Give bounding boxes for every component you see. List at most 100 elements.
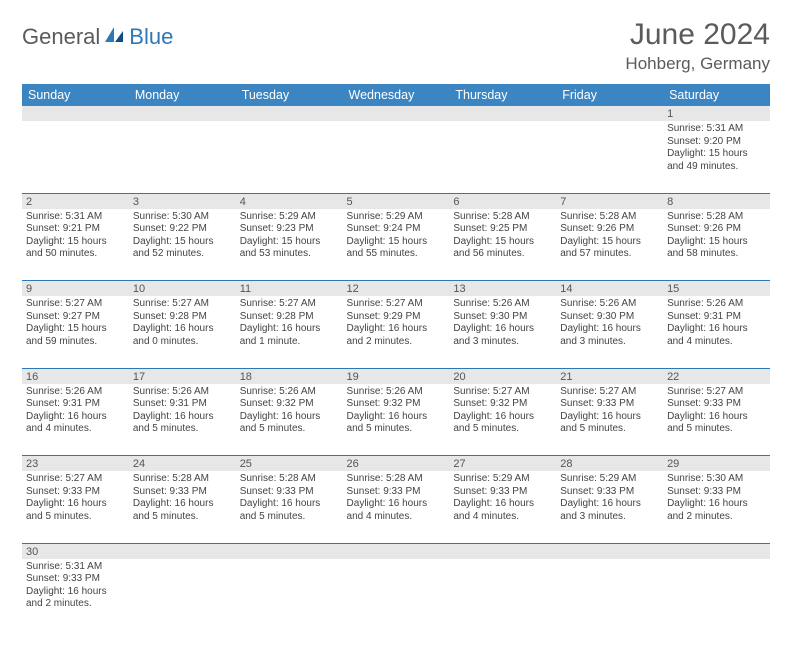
day-cell: Sunrise: 5:27 AMSunset: 9:32 PMDaylight:… — [449, 384, 556, 456]
day-cell: Sunrise: 5:27 AMSunset: 9:33 PMDaylight:… — [663, 384, 770, 456]
sunrise-text: Sunrise: 5:27 AM — [667, 386, 766, 399]
sunset-text: Sunset: 9:33 PM — [560, 398, 659, 411]
day-content: Sunrise: 5:27 AMSunset: 9:33 PMDaylight:… — [560, 386, 659, 436]
daylight-text: Daylight: 16 hours and 4 minutes. — [26, 411, 125, 436]
day-content: Sunrise: 5:28 AMSunset: 9:26 PMDaylight:… — [560, 211, 659, 261]
sunset-text: Sunset: 9:33 PM — [240, 486, 339, 499]
day-cell: Sunrise: 5:26 AMSunset: 9:30 PMDaylight:… — [449, 296, 556, 368]
day-cell — [129, 121, 236, 193]
day-number: 17 — [129, 368, 236, 384]
day-cell — [556, 559, 663, 631]
day-content: Sunrise: 5:26 AMSunset: 9:31 PMDaylight:… — [133, 386, 232, 436]
day-number: 9 — [22, 281, 129, 297]
daylight-text: Daylight: 16 hours and 1 minute. — [240, 323, 339, 348]
daylight-text: Daylight: 16 hours and 2 minutes. — [347, 323, 446, 348]
sunset-text: Sunset: 9:26 PM — [560, 223, 659, 236]
calendar-table: Sunday Monday Tuesday Wednesday Thursday… — [22, 84, 770, 631]
day-content: Sunrise: 5:27 AMSunset: 9:28 PMDaylight:… — [133, 298, 232, 348]
sunset-text: Sunset: 9:31 PM — [667, 311, 766, 324]
day-content-row: Sunrise: 5:27 AMSunset: 9:33 PMDaylight:… — [22, 471, 770, 543]
day-number — [129, 106, 236, 121]
daylight-text: Daylight: 16 hours and 5 minutes. — [347, 411, 446, 436]
sunset-text: Sunset: 9:32 PM — [240, 398, 339, 411]
sunrise-text: Sunrise: 5:26 AM — [347, 386, 446, 399]
day-number: 23 — [22, 456, 129, 472]
sunset-text: Sunset: 9:29 PM — [347, 311, 446, 324]
sunset-text: Sunset: 9:31 PM — [26, 398, 125, 411]
day-content-row: Sunrise: 5:31 AMSunset: 9:21 PMDaylight:… — [22, 209, 770, 281]
day-cell: Sunrise: 5:27 AMSunset: 9:28 PMDaylight:… — [236, 296, 343, 368]
day-content: Sunrise: 5:27 AMSunset: 9:27 PMDaylight:… — [26, 298, 125, 348]
daylight-text: Daylight: 16 hours and 5 minutes. — [240, 498, 339, 523]
sunset-text: Sunset: 9:33 PM — [26, 573, 125, 586]
daylight-text: Daylight: 16 hours and 4 minutes. — [453, 498, 552, 523]
daylight-text: Daylight: 16 hours and 5 minutes. — [133, 411, 232, 436]
day-number: 14 — [556, 281, 663, 297]
day-cell: Sunrise: 5:30 AMSunset: 9:22 PMDaylight:… — [129, 209, 236, 281]
day-cell: Sunrise: 5:27 AMSunset: 9:27 PMDaylight:… — [22, 296, 129, 368]
day-cell: Sunrise: 5:26 AMSunset: 9:31 PMDaylight:… — [129, 384, 236, 456]
day-cell — [556, 121, 663, 193]
sunset-text: Sunset: 9:26 PM — [667, 223, 766, 236]
day-number: 18 — [236, 368, 343, 384]
sunrise-text: Sunrise: 5:26 AM — [560, 298, 659, 311]
day-number: 11 — [236, 281, 343, 297]
daylight-text: Daylight: 15 hours and 50 minutes. — [26, 236, 125, 261]
sunrise-text: Sunrise: 5:28 AM — [347, 473, 446, 486]
sunrise-text: Sunrise: 5:31 AM — [667, 123, 766, 136]
sunrise-text: Sunrise: 5:26 AM — [133, 386, 232, 399]
day-number — [343, 543, 450, 559]
day-cell: Sunrise: 5:29 AMSunset: 9:33 PMDaylight:… — [556, 471, 663, 543]
day-header: Saturday — [663, 84, 770, 106]
month-title: June 2024 — [625, 18, 770, 52]
day-content: Sunrise: 5:30 AMSunset: 9:33 PMDaylight:… — [667, 473, 766, 523]
day-cell: Sunrise: 5:28 AMSunset: 9:33 PMDaylight:… — [129, 471, 236, 543]
daylight-text: Daylight: 15 hours and 55 minutes. — [347, 236, 446, 261]
day-content: Sunrise: 5:28 AMSunset: 9:25 PMDaylight:… — [453, 211, 552, 261]
day-content: Sunrise: 5:31 AMSunset: 9:33 PMDaylight:… — [26, 561, 125, 611]
day-cell: Sunrise: 5:27 AMSunset: 9:28 PMDaylight:… — [129, 296, 236, 368]
logo-sail-icon — [103, 25, 125, 50]
sunset-text: Sunset: 9:32 PM — [347, 398, 446, 411]
day-cell — [449, 121, 556, 193]
day-header-row: Sunday Monday Tuesday Wednesday Thursday… — [22, 84, 770, 106]
day-number: 12 — [343, 281, 450, 297]
day-cell: Sunrise: 5:27 AMSunset: 9:29 PMDaylight:… — [343, 296, 450, 368]
logo-text-general: General — [22, 24, 100, 50]
sunrise-text: Sunrise: 5:29 AM — [560, 473, 659, 486]
daylight-text: Daylight: 16 hours and 5 minutes. — [453, 411, 552, 436]
day-number: 27 — [449, 456, 556, 472]
sunset-text: Sunset: 9:33 PM — [560, 486, 659, 499]
daylight-text: Daylight: 16 hours and 5 minutes. — [133, 498, 232, 523]
day-content: Sunrise: 5:29 AMSunset: 9:24 PMDaylight:… — [347, 211, 446, 261]
daylight-text: Daylight: 15 hours and 53 minutes. — [240, 236, 339, 261]
day-number — [343, 106, 450, 121]
daynum-row: 1 — [22, 106, 770, 121]
day-content: Sunrise: 5:26 AMSunset: 9:31 PMDaylight:… — [667, 298, 766, 348]
sunset-text: Sunset: 9:24 PM — [347, 223, 446, 236]
day-cell — [663, 559, 770, 631]
day-content: Sunrise: 5:26 AMSunset: 9:32 PMDaylight:… — [240, 386, 339, 436]
daylight-text: Daylight: 16 hours and 5 minutes. — [26, 498, 125, 523]
day-number: 8 — [663, 193, 770, 209]
daylight-text: Daylight: 16 hours and 3 minutes. — [560, 498, 659, 523]
sunset-text: Sunset: 9:32 PM — [453, 398, 552, 411]
day-cell: Sunrise: 5:26 AMSunset: 9:31 PMDaylight:… — [663, 296, 770, 368]
day-number — [449, 543, 556, 559]
day-number — [663, 543, 770, 559]
daylight-text: Daylight: 16 hours and 0 minutes. — [133, 323, 232, 348]
day-content: Sunrise: 5:27 AMSunset: 9:28 PMDaylight:… — [240, 298, 339, 348]
day-number — [22, 106, 129, 121]
sunrise-text: Sunrise: 5:27 AM — [26, 473, 125, 486]
daylight-text: Daylight: 16 hours and 3 minutes. — [560, 323, 659, 348]
sunrise-text: Sunrise: 5:28 AM — [453, 211, 552, 224]
day-number: 7 — [556, 193, 663, 209]
daynum-row: 2345678 — [22, 193, 770, 209]
day-cell — [343, 121, 450, 193]
sunrise-text: Sunrise: 5:27 AM — [453, 386, 552, 399]
day-cell: Sunrise: 5:31 AMSunset: 9:33 PMDaylight:… — [22, 559, 129, 631]
logo: General Blue — [22, 24, 173, 50]
day-cell — [449, 559, 556, 631]
sunset-text: Sunset: 9:25 PM — [453, 223, 552, 236]
day-number — [449, 106, 556, 121]
